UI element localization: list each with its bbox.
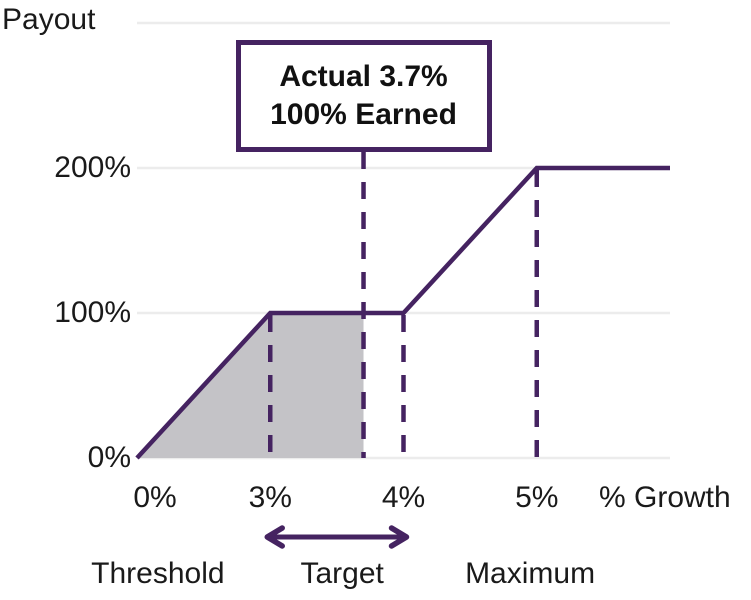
target-arrow-right-head [388,525,410,549]
target-arrow-left-head [264,525,285,549]
x-tick-label-0: 0% [133,481,177,514]
annotation-box: Actual 3.7% 100% Earned [235,40,492,152]
annotation-earned-value: 100% Earned [270,98,457,131]
y-tick-label-200: 200% [54,151,131,184]
zone-label-threshold: Threshold [91,557,225,590]
earned-area-fill [137,313,364,458]
annotation-actual-value: Actual 3.7% [279,60,448,93]
x-tick-label-3: 3% [248,481,292,514]
x-axis-title: % Growth [599,481,731,514]
x-tick-label-5: 5% [515,481,559,514]
y-tick-label-100: 100% [54,296,131,329]
y-axis-title: Payout [2,3,96,36]
x-tick-label-4: 4% [381,481,426,514]
payout-curve-line [135,165,670,460]
zone-label-maximum: Maximum [465,557,596,590]
zone-label-target: Target [300,557,384,590]
y-tick-label-0: 0% [87,441,131,474]
